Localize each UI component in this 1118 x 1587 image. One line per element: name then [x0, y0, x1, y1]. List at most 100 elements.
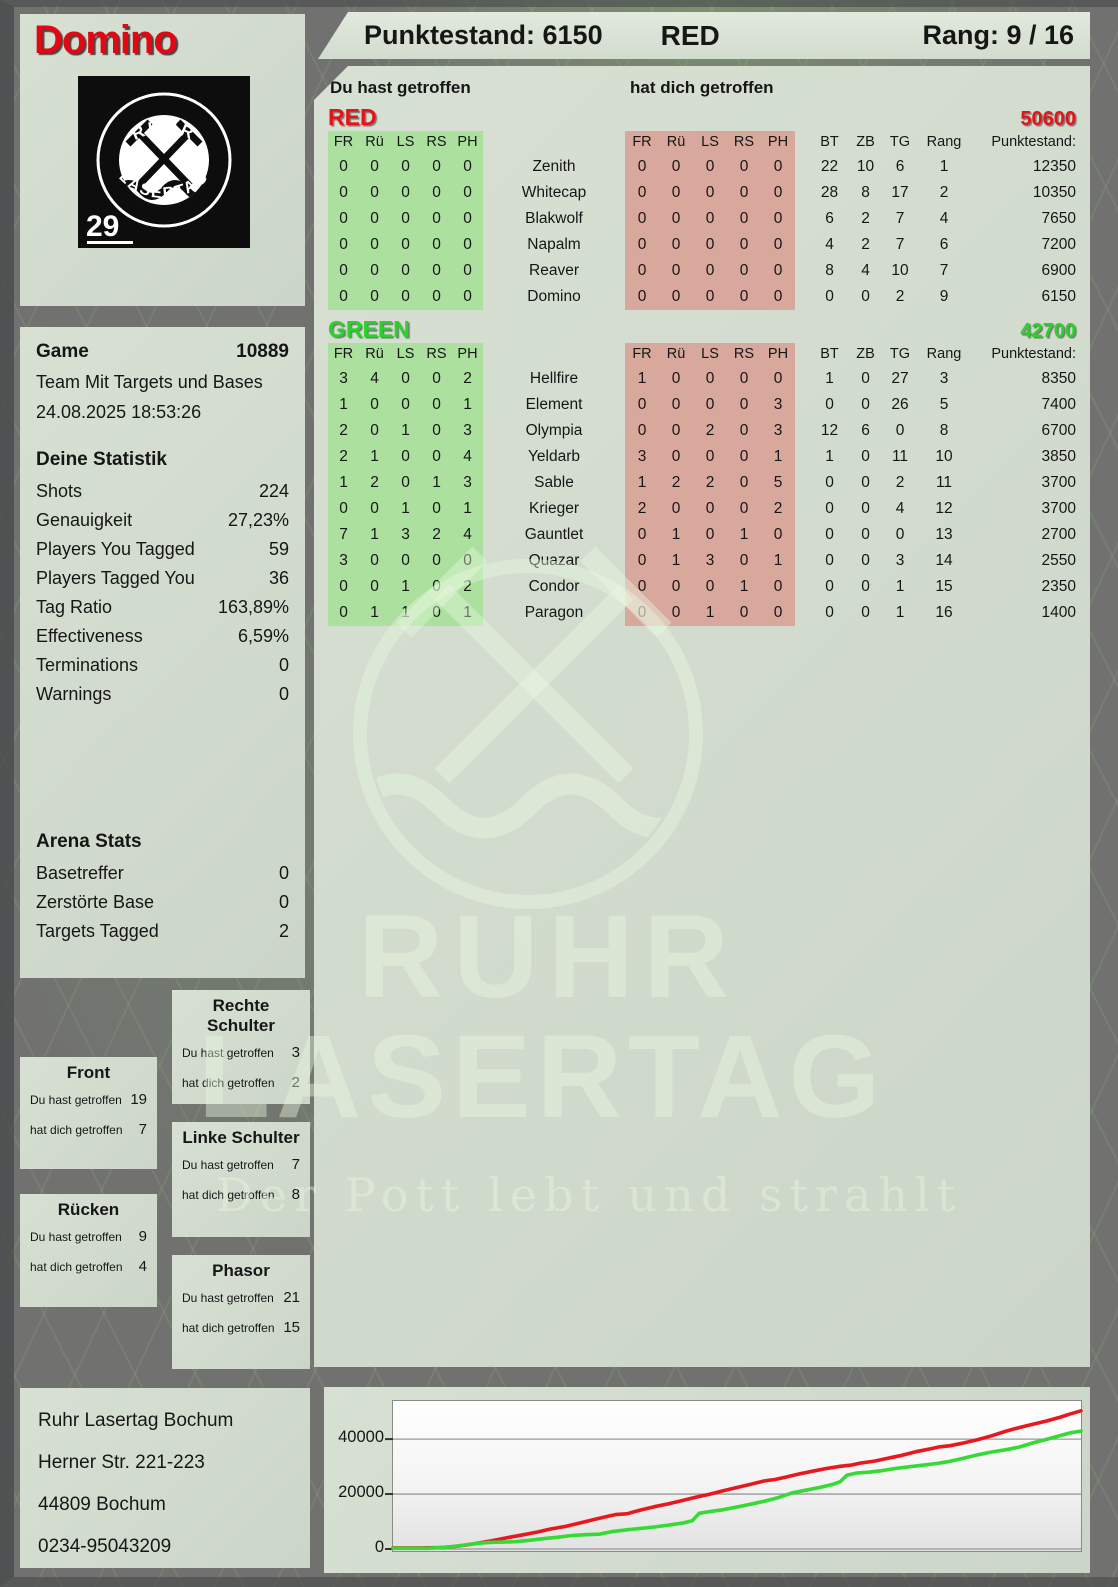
stat-label: Basetreffer — [36, 863, 124, 883]
got-cell: 0 — [693, 574, 727, 600]
table-row: 2 1 0 0 4 Yeldarb 3 0 0 0 1 1 0 11 10 3850 — [328, 444, 1076, 470]
hit-column-header: PH — [452, 131, 483, 154]
table-row: 2 0 1 0 3 Olympia 0 0 2 0 3 12 6 0 8 6700 — [328, 418, 1076, 444]
table-header-row: FR Rü LS RS PH FR Rü LS RS PH BT ZB TG Rang Punktestan… — [328, 131, 1076, 154]
got-cell: 0 — [659, 600, 693, 626]
bt-cell: 1 — [825, 448, 834, 465]
team-tables: RED 50600 FR Rü LS RS PH FR Rü LS RS PH BT ZB TG Rang Pu… — [328, 104, 1076, 626]
y-tick-label: 20000 — [338, 1483, 384, 1502]
table-header-row: FR Rü LS RS PH FR Rü LS RS PH BT ZB TG Rang Punktestan… — [328, 343, 1076, 366]
stat-label: Warnings — [36, 684, 112, 704]
rang-cell: 10 — [935, 448, 953, 465]
got-cell: 2 — [761, 496, 795, 522]
game-header: Game 10889 — [36, 341, 289, 363]
punktestand-cell: 6700 — [1041, 422, 1076, 439]
rang-cell: 14 — [935, 552, 953, 569]
bt-cell: 1 — [825, 370, 834, 387]
punktestand-cell: 2550 — [1041, 552, 1076, 569]
tg-cell: 17 — [891, 184, 909, 201]
hit-cell: 2 — [452, 366, 483, 392]
got-cell: 0 — [761, 180, 795, 206]
spacer — [795, 206, 811, 232]
hit-cell: 1 — [390, 496, 421, 522]
got-cell: 0 — [659, 232, 693, 258]
hit-cell: 0 — [421, 418, 452, 444]
hit-cell: 0 — [390, 180, 421, 206]
zone-hit-row: Du hast getroffen 3 — [182, 1044, 300, 1061]
zb-cell: 0 — [861, 288, 870, 305]
address-line: Herner Str. 221-223 — [38, 1452, 205, 1473]
bt-cell: 12 — [820, 422, 839, 439]
stat-label: Zerstörte Base — [36, 892, 155, 912]
rang-cell: 8 — [939, 422, 949, 439]
hit-cell: 1 — [359, 522, 390, 548]
address-lines: Ruhr Lasertag Bochum Herner Str. 221-223 4… — [38, 1400, 292, 1568]
got-cell: 0 — [625, 418, 659, 444]
hit-cell: 3 — [390, 522, 421, 548]
zone-hit-value: 7 — [291, 1156, 300, 1173]
punktestand-column-header: Punktestand: — [991, 134, 1076, 150]
stat-value: 59 — [268, 539, 289, 559]
got-cell: 0 — [659, 258, 693, 284]
got-cell: 0 — [727, 600, 761, 626]
hit-cell: 1 — [390, 574, 421, 600]
table-row: 3 0 0 0 0 Quazar 0 1 3 0 1 0 0 3 14 2550 — [328, 548, 1076, 574]
stat-label: Shots — [36, 481, 83, 501]
got-cell: 0 — [693, 284, 727, 310]
zone-got-row: hat dich getroffen 8 — [182, 1186, 300, 1203]
stat-label: Terminations — [36, 655, 139, 675]
hit-cell: 2 — [452, 574, 483, 600]
hit-cell: 0 — [328, 284, 359, 310]
rang-cell: 15 — [935, 578, 953, 595]
zone-hit-value: 21 — [283, 1289, 300, 1306]
got-cell: 2 — [659, 470, 693, 496]
got-cell: 0 — [625, 180, 659, 206]
table-row: 1 2 0 1 3 Sable 1 2 2 0 5 0 0 2 11 3700 — [328, 470, 1076, 496]
got-cell: 1 — [659, 522, 693, 548]
spacer — [795, 470, 811, 496]
hit-cell: 0 — [390, 470, 421, 496]
got-cell: 0 — [761, 574, 795, 600]
stat-label: Targets Tagged — [36, 921, 159, 941]
got-cell: 0 — [659, 206, 693, 232]
hit-cell: 0 — [328, 154, 359, 180]
hit-cell: 0 — [452, 258, 483, 284]
tg-cell: 7 — [895, 236, 905, 253]
got-cell: 3 — [693, 548, 727, 574]
got-cell: 0 — [727, 548, 761, 574]
hit-cell: 7 — [328, 522, 359, 548]
got-cell: 0 — [693, 392, 727, 418]
hit-cell: 0 — [421, 574, 452, 600]
hit-cell: 0 — [359, 574, 390, 600]
tg-cell: 0 — [895, 526, 905, 543]
table-row: 0 0 0 0 0 Whitecap 0 0 0 0 0 28 8 17 2 10350 — [328, 180, 1076, 206]
table-row: 7 1 3 2 4 Gauntlet 0 1 0 1 0 0 0 0 13 2700 — [328, 522, 1076, 548]
stat-value: 36 — [268, 568, 289, 588]
stat-row: Zerstörte Base 0 — [36, 888, 289, 917]
stat-column-header: BT — [820, 346, 839, 362]
got-cell: 0 — [625, 154, 659, 180]
stat-column-header: ZB — [856, 134, 875, 150]
player-column-header — [483, 343, 625, 366]
got-cell: 0 — [693, 258, 727, 284]
zone-hit-value: 19 — [130, 1091, 147, 1108]
got-cell: 0 — [625, 206, 659, 232]
got-cell: 0 — [761, 258, 795, 284]
hit-cell: 0 — [452, 284, 483, 310]
hit-cell: 2 — [328, 444, 359, 470]
hit-cell: 0 — [452, 180, 483, 206]
table-row: 0 0 0 0 0 Napalm 0 0 0 0 0 4 2 7 6 7200 — [328, 232, 1076, 258]
got-cell: 0 — [761, 154, 795, 180]
stat-value: 2 — [278, 921, 289, 941]
hit-cell: 1 — [452, 392, 483, 418]
got-cell: 0 — [693, 444, 727, 470]
spacer — [795, 343, 811, 366]
got-cell: 0 — [727, 232, 761, 258]
spacer — [795, 600, 811, 626]
team-total-score: 50600 — [1020, 108, 1076, 130]
got-cell: 0 — [693, 206, 727, 232]
hit-cell: 0 — [452, 232, 483, 258]
stat-column-header: BT — [820, 134, 839, 150]
hit-cell: 1 — [452, 600, 483, 626]
hit-column-header: PH — [452, 343, 483, 366]
